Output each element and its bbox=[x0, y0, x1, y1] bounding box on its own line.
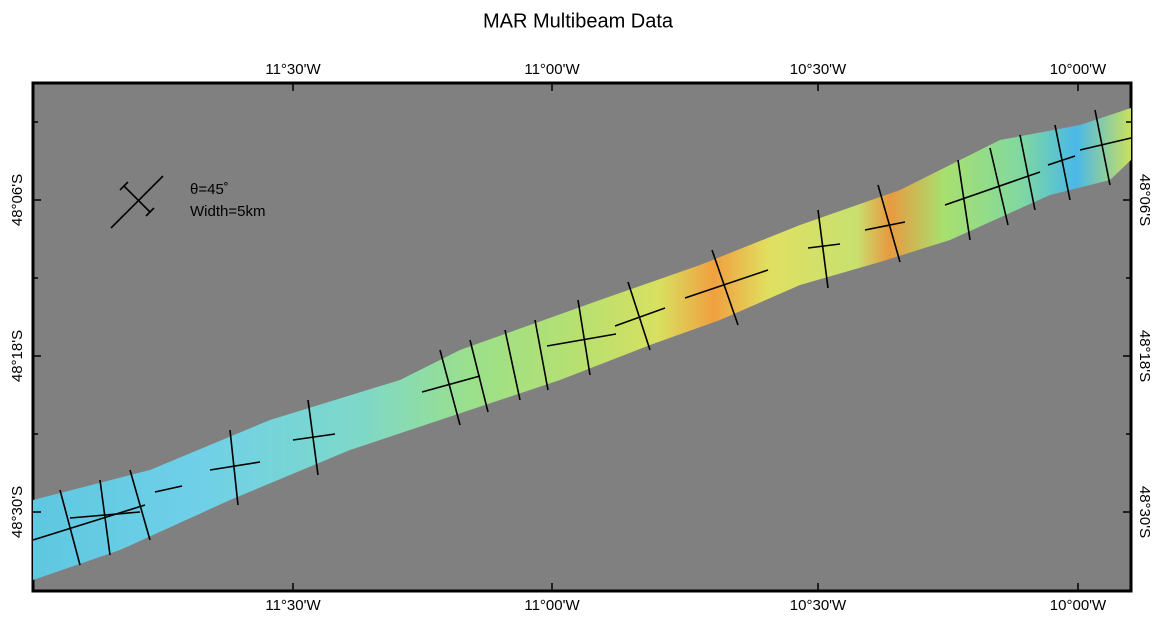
bottom-label: 11°30'W bbox=[265, 597, 321, 614]
bottom-label: 10°00'W bbox=[1050, 597, 1107, 614]
top-label: 11°30'W bbox=[265, 61, 321, 78]
left-label: 48°06'S bbox=[9, 174, 26, 226]
page: MAR Multibeam Data bbox=[0, 0, 1156, 617]
left-label: 48°18'S bbox=[9, 330, 26, 382]
top-label: 10°00'W bbox=[1050, 61, 1107, 78]
bottom-label: 11°00'W bbox=[524, 597, 580, 614]
top-label: 10°30'W bbox=[790, 61, 847, 78]
right-label: 48°18'S bbox=[1136, 330, 1153, 382]
map-title: MAR Multibeam Data bbox=[483, 10, 674, 32]
left-label: 48°30'S bbox=[9, 486, 26, 538]
bottom-label: 10°30'W bbox=[790, 597, 847, 614]
top-label: 11°00'W bbox=[524, 61, 580, 78]
right-label: 48°06'S bbox=[1136, 174, 1153, 226]
legend-theta: θ=45˚ bbox=[190, 181, 229, 198]
legend-width: Width=5km bbox=[190, 203, 265, 220]
right-label: 48°30'S bbox=[1136, 486, 1153, 538]
map: MAR Multibeam Data bbox=[0, 0, 1156, 617]
